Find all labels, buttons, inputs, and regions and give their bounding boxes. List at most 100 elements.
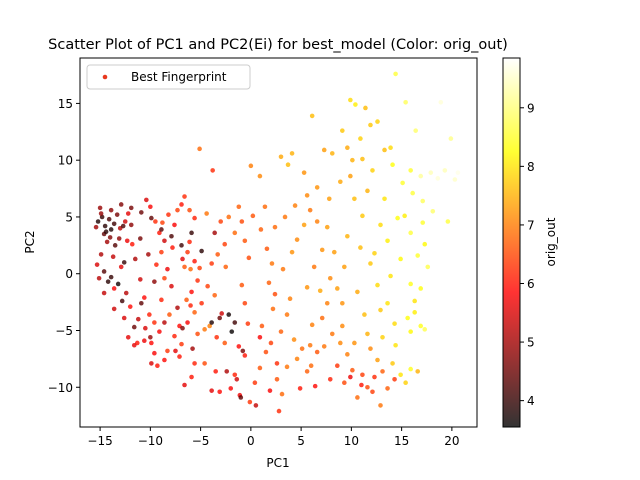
data-point [263,349,269,355]
data-point [101,290,107,296]
data-point [142,295,147,300]
data-point [378,222,383,228]
data-point [420,198,426,204]
data-point [359,382,364,388]
data-point [94,262,100,267]
data-point [308,363,314,368]
data-point [149,215,154,221]
data-point [108,274,114,280]
data-point [420,220,426,225]
data-point [192,310,197,315]
data-point [289,151,295,156]
data-point [314,185,320,190]
data-point [185,249,190,255]
data-point [408,281,413,287]
data-point [152,279,157,284]
colorbar-tick-label: 7 [527,218,535,232]
data-point [428,170,434,175]
data-point [159,249,164,255]
data-point [418,173,424,179]
data-point [355,289,360,295]
data-point [408,168,413,173]
x-tick-label: −5 [192,434,210,448]
data-point [398,256,403,262]
data-point [199,248,204,254]
data-point [272,291,278,297]
data-point [378,307,383,313]
x-tick-label: 10 [344,434,359,448]
data-point [338,179,343,185]
data-point [108,207,114,213]
data-point [422,327,428,332]
data-point [276,408,282,414]
data-point [116,236,122,241]
data-point [301,170,307,175]
data-point [146,252,151,257]
data-point [154,262,159,267]
data-point [152,320,157,325]
data-point [125,335,131,340]
data-point [353,102,358,107]
data-point [125,211,131,216]
data-point [352,340,357,346]
data-point [338,340,343,346]
data-point [106,216,112,222]
data-point [282,214,288,220]
data-point [190,346,195,351]
data-point [123,290,129,296]
data-point [188,303,193,308]
data-point [408,366,413,372]
data-point [111,286,117,291]
data-point [335,286,340,291]
data-point [385,238,390,244]
data-point [314,219,320,224]
data-point [262,204,268,210]
data-point [340,128,345,133]
data-point [342,380,347,386]
data-point [179,341,184,347]
data-point [368,346,373,351]
data-point [192,215,197,221]
data-point [240,348,246,354]
data-point [327,377,333,382]
data-point [403,99,408,105]
data-point [299,346,305,351]
data-point [224,369,230,374]
data-point [340,300,345,306]
data-point [370,389,375,395]
colorbar-ticks: 4 5 6 7 8 9 [520,101,535,408]
data-point [360,372,365,378]
data-point [93,224,99,230]
data-point [98,252,104,257]
data-point [114,212,120,217]
data-point [129,241,135,247]
data-point [118,264,124,270]
data-point [182,382,187,388]
data-point [368,122,373,128]
data-point [177,354,182,359]
data-point [247,399,253,405]
data-point [169,233,174,239]
y-tick-label: 0 [65,267,73,281]
data-point [209,261,214,266]
data-point [253,403,259,408]
data-point [268,340,274,346]
data-point [175,207,180,213]
plot-frame [79,57,478,428]
data-point [218,219,224,224]
data-point [294,356,300,362]
x-tick-label: 0 [247,434,255,448]
data-point [102,223,108,229]
data-point [438,99,444,105]
data-point [124,238,130,244]
data-point [403,380,408,386]
data-point [96,275,102,281]
data-point [120,223,126,229]
data-point [274,377,280,382]
x-tick-label: −15 [87,434,112,448]
data-point [380,369,385,374]
data-point [385,300,390,306]
data-point [324,300,330,306]
data-point [226,312,232,317]
data-point [238,395,244,400]
